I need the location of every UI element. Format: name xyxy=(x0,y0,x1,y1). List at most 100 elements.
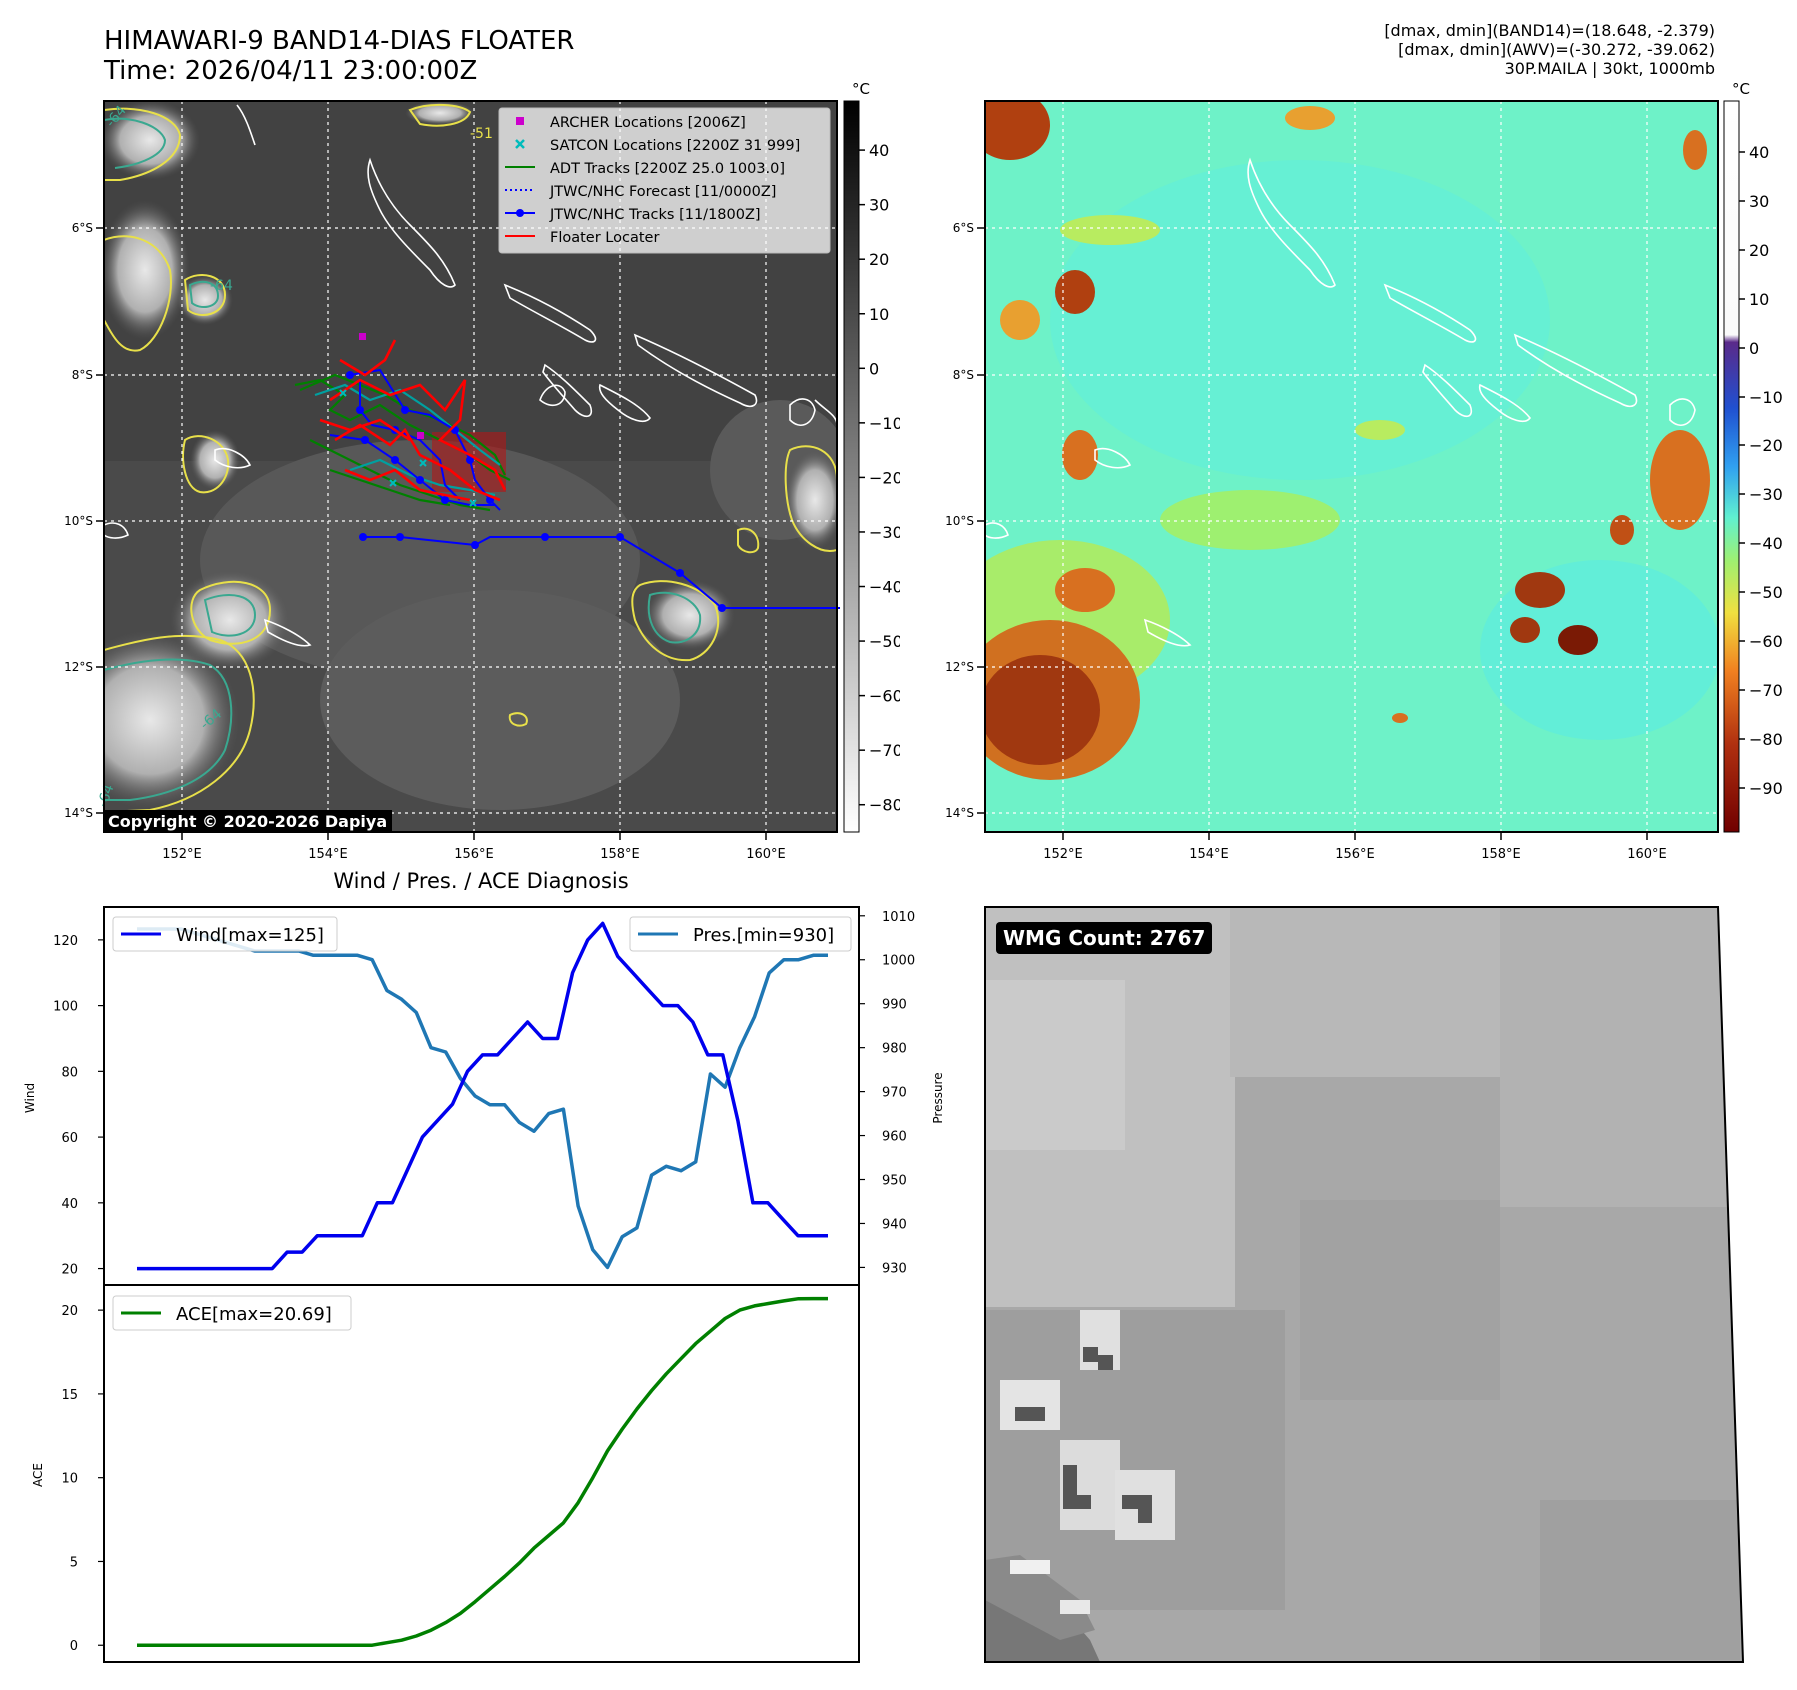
ir-map-panel: -64 -64 -64 -64 -51 152°E 154°E 156°E 15… xyxy=(64,80,900,862)
wind-axis-label: Wind xyxy=(23,1083,37,1113)
pressure-tick-label: 1010 xyxy=(882,910,915,925)
ir-ticks xyxy=(96,227,767,840)
ir-colorbar-tick-label: −70 xyxy=(869,741,900,760)
pressure-tick-label: 950 xyxy=(882,1174,907,1189)
wind-legend: Wind[max=125] xyxy=(112,916,338,952)
wmg-count-label: WMG Count: 2767 xyxy=(996,922,1213,954)
wind-tick-label: 60 xyxy=(61,1131,78,1146)
ir-colorbar xyxy=(843,100,860,833)
awv-colorbar-tick-label: −30 xyxy=(1749,485,1783,504)
wind-line xyxy=(137,921,828,1271)
awv-colorbar-ticks: 40 30 20 10 0 −10 −20 −30 −40 −50 −60 −70 −80 −90 xyxy=(1739,143,1783,798)
copyright-badge: Copyright © 2020-2026 Dapiya xyxy=(103,810,393,833)
ir-lon-labels: 152°E 154°E 156°E 158°E 160°E xyxy=(162,847,786,862)
awv-colorbar-tick-label: 20 xyxy=(1749,241,1769,260)
ace-tick-label: 20 xyxy=(61,1304,78,1319)
ir-colorbar-tick-label: −30 xyxy=(869,523,900,542)
ir-colorbar-tick-label: −50 xyxy=(869,632,900,651)
awv-frame xyxy=(984,100,1719,833)
ir-lat-labels: 6°S 8°S 10°S 12°S 14°S xyxy=(64,221,93,820)
ace-tick-label: 15 xyxy=(61,1388,78,1403)
ace-tick-label: 5 xyxy=(70,1555,78,1570)
ir-colorbar-tick-label: −20 xyxy=(869,468,900,487)
svg-text:154°E: 154°E xyxy=(308,847,348,862)
pressure-tick-label: 960 xyxy=(882,1130,907,1145)
ir-colorbar-tick-label: −80 xyxy=(869,796,900,815)
wmg-panel xyxy=(984,906,1745,1663)
legend-forecast-label: JTWC/NHC Forecast [11/0000Z] xyxy=(549,184,776,200)
awv-coastlines xyxy=(985,157,1696,647)
diagnosis-chart-panel: Wind / Pres. / ACE Diagnosis 20406080100… xyxy=(23,869,945,1663)
awv-ticks xyxy=(977,227,1648,840)
svg-text:152°E: 152°E xyxy=(162,847,202,862)
ace-y-ticks: 0 5 10 15 20 xyxy=(61,1304,104,1654)
ace-tick-label: 10 xyxy=(61,1472,78,1487)
pressure-tick-label: 970 xyxy=(882,1086,907,1101)
awv-colorbar-tick-label: −20 xyxy=(1749,436,1783,455)
wind-tick-label: 100 xyxy=(53,1000,78,1015)
svg-text:156°E: 156°E xyxy=(1335,847,1375,862)
pressure-tick-label: 1000 xyxy=(882,954,915,969)
svg-text:160°E: 160°E xyxy=(1627,847,1667,862)
diagnosis-title: Wind / Pres. / ACE Diagnosis xyxy=(333,869,628,893)
ir-colorbar-tick-label: −40 xyxy=(869,578,900,597)
floater-locater-tracks xyxy=(319,339,507,502)
ace-line xyxy=(137,1296,828,1647)
wmg-image xyxy=(985,907,1743,1662)
awv-image xyxy=(985,101,1718,832)
title-time: Time: 2026/04/11 23:00:00Z xyxy=(104,56,478,86)
awv-colorbar-tick-label: 0 xyxy=(1749,339,1759,358)
svg-text:6°S: 6°S xyxy=(953,221,974,235)
ir-colorbar-tick-label: 0 xyxy=(869,359,879,378)
wind-tick-label: 40 xyxy=(61,1197,78,1212)
pressure-axis-label: Pressure xyxy=(931,1072,945,1123)
svg-text:10°S: 10°S xyxy=(64,514,93,528)
legend-tracks-label: JTWC/NHC Tracks [11/1800Z] xyxy=(549,207,761,223)
svg-text:8°S: 8°S xyxy=(953,368,974,382)
contour-label-51: -51 xyxy=(470,126,493,142)
ir-legend: ARCHER Locations [2006Z] SATCON Location… xyxy=(498,107,831,254)
satcon-markers xyxy=(339,389,477,507)
ir-colorbar-unit: °C xyxy=(852,80,870,98)
ace-legend-label: ACE[max=20.69] xyxy=(176,1304,332,1325)
storm-info: [dmax, dmin](BAND14)=(18.648, -2.379) [d… xyxy=(1384,21,1715,78)
awv-colorbar-tick-label: 10 xyxy=(1749,290,1769,309)
svg-text:158°E: 158°E xyxy=(600,847,640,862)
ir-colorbar-tick-label: 10 xyxy=(869,305,889,324)
legend-archer-label: ARCHER Locations [2006Z] xyxy=(550,115,746,131)
svg-text:14°S: 14°S xyxy=(945,806,974,820)
ir-colorbar-tick-label: 40 xyxy=(869,141,889,160)
legend-adt-label: ADT Tracks [2200Z 25.0 1003.0] xyxy=(550,161,785,177)
pressure-tick-label: 990 xyxy=(882,998,907,1013)
svg-text:-64: -64 xyxy=(95,782,118,809)
ir-colorbar-tick-label: −10 xyxy=(869,414,900,433)
archer-markers xyxy=(359,333,424,439)
svg-text:152°E: 152°E xyxy=(1043,847,1083,862)
ir-frame xyxy=(103,100,838,833)
legend-floater-label: Floater Locater xyxy=(550,230,659,246)
pressure-legend-label: Pres.[min=930] xyxy=(693,925,834,946)
svg-text:8°S: 8°S xyxy=(72,368,93,382)
title-satellite: HIMAWARI-9 BAND14-DIAS FLOATER xyxy=(104,26,575,56)
svg-text:156°E: 156°E xyxy=(454,847,494,862)
svg-text:158°E: 158°E xyxy=(1481,847,1521,862)
svg-text:12°S: 12°S xyxy=(64,660,93,674)
pressure-tick-label: 930 xyxy=(882,1261,907,1276)
legend-archer-marker xyxy=(516,117,524,125)
wind-pres-axes xyxy=(103,906,860,1286)
pressure-tick-label: 940 xyxy=(882,1217,907,1232)
band14-range: [dmax, dmin](BAND14)=(18.648, -2.379) xyxy=(1384,21,1715,40)
figure-title: HIMAWARI-9 BAND14-DIAS FLOATER Time: 202… xyxy=(104,26,574,86)
awv-colorbar-tick-label: −40 xyxy=(1749,534,1783,553)
ace-legend: ACE[max=20.69] xyxy=(112,1295,352,1331)
awv-colorbar xyxy=(1723,100,1740,833)
wind-tick-label: 20 xyxy=(61,1263,78,1278)
ir-colorbar-ticks: 40 30 20 10 0 −10 −20 −30 −40 −50 −60 −70 −80 xyxy=(859,141,900,815)
awv-colorbar-tick-label: −50 xyxy=(1749,583,1783,602)
svg-text:160°E: 160°E xyxy=(746,847,786,862)
awv-colorbar-tick-label: −60 xyxy=(1749,632,1783,651)
storm-summary: 30P.MAILA | 30kt, 1000mb xyxy=(1504,59,1715,78)
awv-colorbar-tick-label: −10 xyxy=(1749,388,1783,407)
pressure-tick-label: 980 xyxy=(882,1042,907,1057)
svg-text:-64: -64 xyxy=(210,278,233,294)
